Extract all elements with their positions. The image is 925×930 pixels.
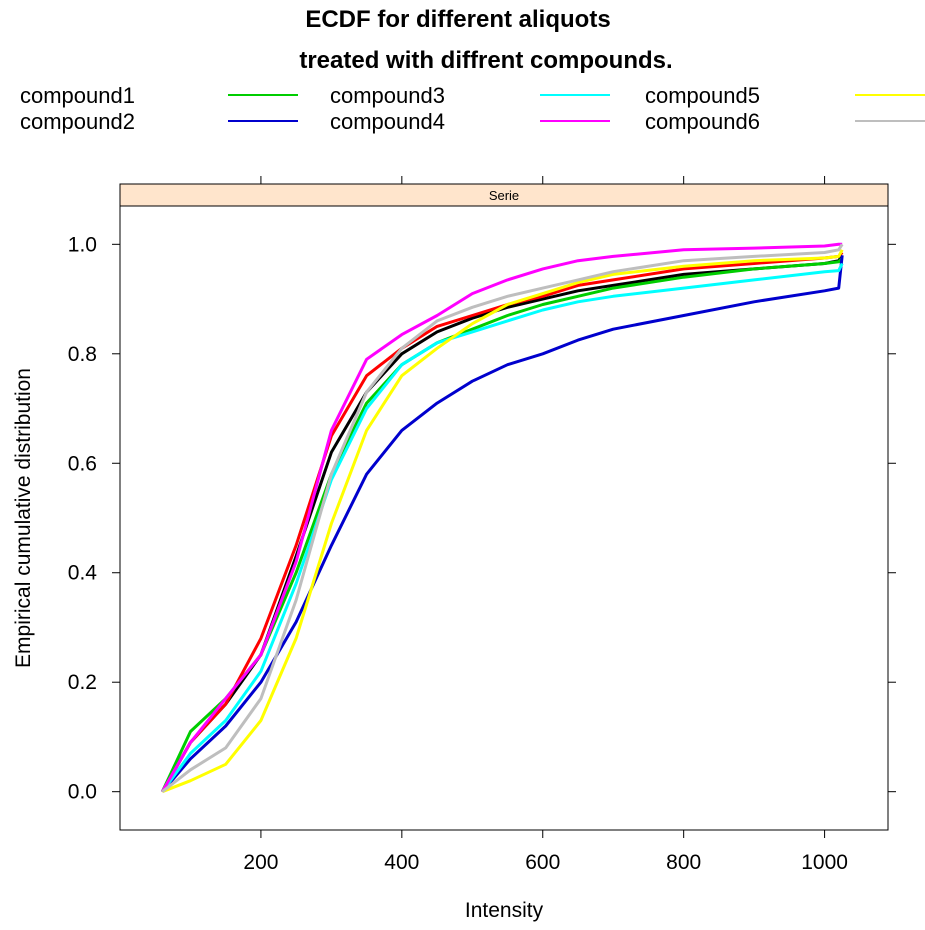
y-tick-label: 0.0 [68,781,97,804]
x-tick-label: 800 [666,851,701,874]
legend-label: compound4 [330,109,445,134]
series-line-7 [161,249,844,794]
legend-label: compound3 [330,83,445,108]
legend-label: compound5 [645,83,760,108]
y-tick-label: 0.2 [68,671,97,694]
y-axis-label: Empirical cumulative distribution [12,368,35,668]
plot-frame [119,205,889,831]
axis-ticks: 200 400 600 800 1000 0.0 0.2 0.4 0.6 0.8 1.0 [68,176,896,874]
y-tick-label: 0.6 [68,452,97,475]
x-tick-label: 400 [384,851,419,874]
y-tick-label: 0.4 [68,562,98,585]
x-tick-label: 200 [243,851,278,874]
legend-label: compound2 [20,109,135,134]
series-line-6 [160,242,843,793]
series-line-2 [160,251,844,793]
strip-label: Serie [489,188,519,203]
series-lines [160,242,844,794]
chart-title-line-1: ECDF for different aliquots [305,6,610,33]
series-line-5 [161,262,844,793]
legend-label: compound6 [645,109,760,134]
series-line-4 [161,255,844,793]
x-tick-label: 600 [525,851,560,874]
x-axis-label: Intensity [465,899,544,922]
x-tick-label: 1000 [801,851,848,874]
series-line-8 [161,243,844,793]
chart-title-line-2: treated with diffrent compounds. [299,47,672,74]
legend-label: compound1 [20,83,135,108]
y-tick-label: 1.0 [68,233,97,256]
y-tick-label: 0.8 [68,343,97,366]
